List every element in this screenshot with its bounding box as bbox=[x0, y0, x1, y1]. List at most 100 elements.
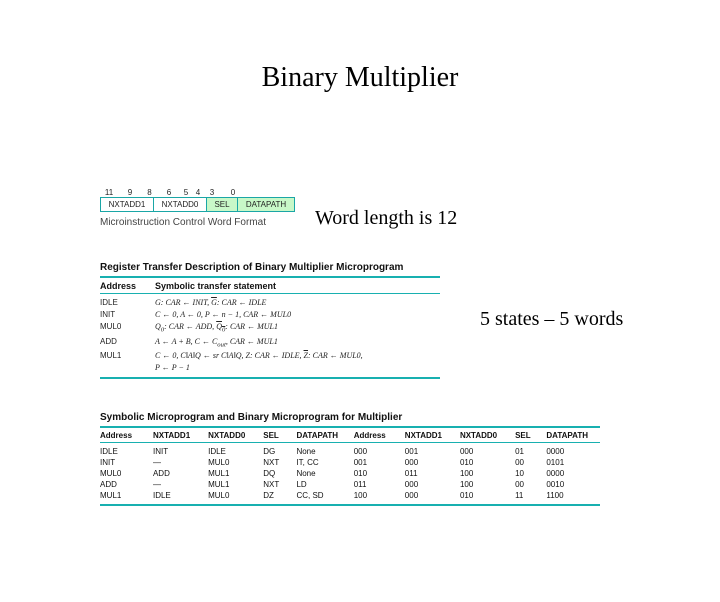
mp-cell: ADD bbox=[100, 479, 153, 490]
rt-address: ADD bbox=[100, 336, 155, 351]
mp-cell: MUL1 bbox=[100, 490, 153, 504]
word-length-note: Word length is 12 bbox=[315, 207, 457, 230]
mp-cell: ADD bbox=[153, 468, 208, 479]
cw-field: NXTADD1 bbox=[101, 198, 154, 212]
mp-cell: LD bbox=[296, 479, 353, 490]
mp-cell: 011 bbox=[405, 468, 460, 479]
table-row: MUL0ADDMUL1DQNone010011100100000 bbox=[100, 468, 600, 479]
mp-cell: None bbox=[296, 468, 353, 479]
rt-address bbox=[100, 362, 155, 374]
rt-statement: P ← P − 1 bbox=[155, 362, 440, 374]
mp-cell: NXT bbox=[263, 457, 296, 468]
rt-statement: Q0: CAR ← ADD, Q0: CAR ← MUL1 bbox=[155, 321, 440, 336]
mp-cell: NXT bbox=[263, 479, 296, 490]
bit-label: 6 bbox=[157, 188, 181, 197]
mp-cell: 0101 bbox=[546, 457, 600, 468]
bit-label: 9 bbox=[118, 188, 142, 197]
mp-header-cell: DATAPATH bbox=[546, 428, 600, 443]
mp-cell: 001 bbox=[405, 443, 460, 458]
mp-cell: MUL1 bbox=[208, 479, 263, 490]
mp-cell: IDLE bbox=[153, 490, 208, 504]
microprogram-table: Symbolic Microprogram and Binary Micropr… bbox=[100, 412, 600, 506]
rt-row: MUL0Q0: CAR ← ADD, Q0: CAR ← MUL1 bbox=[100, 321, 440, 336]
mp-cell: None bbox=[296, 443, 353, 458]
rt-header-row: Address Symbolic transfer statement bbox=[100, 278, 440, 294]
mp-data-table: AddressNXTADD1NXTADD0SELDATAPATHAddressN… bbox=[100, 428, 600, 504]
mp-cell: 11 bbox=[515, 490, 546, 504]
mp-cell: 010 bbox=[354, 468, 405, 479]
cw-field: SEL bbox=[207, 198, 238, 212]
state-count-note: 5 states – 5 words bbox=[480, 308, 623, 331]
mp-cell: MUL1 bbox=[208, 468, 263, 479]
mp-cell: 000 bbox=[405, 457, 460, 468]
mp-header-cell: NXTADD1 bbox=[405, 428, 460, 443]
mp-cell: INIT bbox=[100, 457, 153, 468]
rt-row: IDLEG: CAR ← INIT, G: CAR ← IDLE bbox=[100, 297, 440, 309]
bit-label: 0 bbox=[219, 188, 247, 197]
bit-label: 5 bbox=[181, 188, 191, 197]
bit-label: 3 bbox=[205, 188, 219, 197]
mp-cell: DG bbox=[263, 443, 296, 458]
mp-cell: 100 bbox=[354, 490, 405, 504]
mp-cell: 011 bbox=[354, 479, 405, 490]
mp-cell: — bbox=[153, 457, 208, 468]
mp-header-cell: Address bbox=[100, 428, 153, 443]
table-row: INIT—MUL0NXTIT, CC001000010000101 bbox=[100, 457, 600, 468]
mp-cell: 10 bbox=[515, 468, 546, 479]
rt-body: IDLEG: CAR ← INIT, G: CAR ← IDLEINITC ← … bbox=[100, 294, 440, 379]
mp-cell: — bbox=[153, 479, 208, 490]
mp-cell: 000 bbox=[405, 490, 460, 504]
mp-cell: 100 bbox=[460, 479, 515, 490]
mp-cell: 000 bbox=[354, 443, 405, 458]
bit-labels: 119865430 bbox=[100, 188, 295, 197]
mp-cell: CC, SD bbox=[296, 490, 353, 504]
mp-cell: DQ bbox=[263, 468, 296, 479]
mp-header-cell: NXTADD0 bbox=[460, 428, 515, 443]
mp-cell: 010 bbox=[460, 457, 515, 468]
rt-row: INITC ← 0, A ← 0, P ← n − 1, CAR ← MUL0 bbox=[100, 309, 440, 321]
table-row: IDLEINITIDLEDGNone000001000010000 bbox=[100, 443, 600, 458]
rt-address: MUL0 bbox=[100, 321, 155, 336]
mp-cell: DZ bbox=[263, 490, 296, 504]
control-word-format: 119865430 NXTADD1NXTADD0SELDATAPATH Micr… bbox=[100, 188, 295, 228]
rt-address: INIT bbox=[100, 309, 155, 321]
mp-header-cell: DATAPATH bbox=[296, 428, 353, 443]
mp-cell: 01 bbox=[515, 443, 546, 458]
rt-address: IDLE bbox=[100, 297, 155, 309]
table-row: ADD—MUL1NXTLD011000100000010 bbox=[100, 479, 600, 490]
mp-cell: 100 bbox=[460, 468, 515, 479]
mp-cell: IDLE bbox=[208, 443, 263, 458]
mp-header-cell: Address bbox=[354, 428, 405, 443]
mp-header-cell: SEL bbox=[263, 428, 296, 443]
control-word-table: NXTADD1NXTADD0SELDATAPATH bbox=[100, 197, 295, 212]
mp-cell: 0010 bbox=[546, 479, 600, 490]
rt-address: MUL1 bbox=[100, 350, 155, 362]
mp-cell: MUL0 bbox=[208, 457, 263, 468]
bit-label: 11 bbox=[100, 188, 118, 197]
mp-header-cell: NXTADD0 bbox=[208, 428, 263, 443]
mp-cell: MUL0 bbox=[100, 468, 153, 479]
rt-statement: G: CAR ← INIT, G: CAR ← IDLE bbox=[155, 297, 440, 309]
mp-cell: 1100 bbox=[546, 490, 600, 504]
bit-label: 4 bbox=[191, 188, 205, 197]
register-transfer-table: Register Transfer Description of Binary … bbox=[100, 262, 440, 379]
mp-cell: INIT bbox=[153, 443, 208, 458]
rt-row: MUL1C ← 0, C‖A‖Q ← sr C‖A‖Q, Z: CAR ← ID… bbox=[100, 350, 440, 362]
bit-label: 8 bbox=[142, 188, 157, 197]
mp-header-cell: SEL bbox=[515, 428, 546, 443]
rt-row: P ← P − 1 bbox=[100, 362, 440, 374]
rt-title: Register Transfer Description of Binary … bbox=[100, 262, 440, 278]
mp-cell: 000 bbox=[460, 443, 515, 458]
rt-statement: A ← A + B, C ← Cout, CAR ← MUL1 bbox=[155, 336, 440, 351]
mp-cell: 00 bbox=[515, 479, 546, 490]
rt-statement: C ← 0, C‖A‖Q ← sr C‖A‖Q, Z: CAR ← IDLE, … bbox=[155, 350, 440, 362]
mp-cell: 0000 bbox=[546, 468, 600, 479]
cw-field: DATAPATH bbox=[238, 198, 295, 212]
mp-title: Symbolic Microprogram and Binary Micropr… bbox=[100, 412, 600, 428]
control-word-caption: Microinstruction Control Word Format bbox=[100, 217, 295, 228]
rt-statement: C ← 0, A ← 0, P ← n − 1, CAR ← MUL0 bbox=[155, 309, 440, 321]
table-row: MUL1IDLEMUL0DZCC, SD100000010111100 bbox=[100, 490, 600, 504]
mp-cell: 010 bbox=[460, 490, 515, 504]
mp-cell: IT, CC bbox=[296, 457, 353, 468]
cw-field: NXTADD0 bbox=[154, 198, 207, 212]
